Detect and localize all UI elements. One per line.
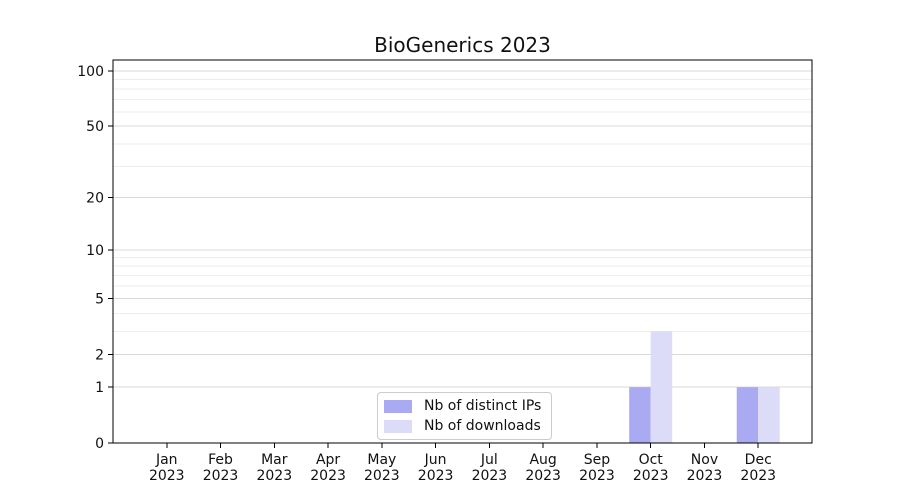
y-tick-label: 100 [77,64,104,80]
y-tick-label: 5 [95,292,104,308]
y-tick-label: 50 [86,119,104,135]
x-tick-label-year: 2023 [418,468,454,484]
bar-distinct-ips-dec [736,387,759,443]
x-tick-label-month: Jun [424,452,447,468]
x-tick-label-year: 2023 [203,468,239,484]
legend-label-distinct-ips: Nb of distinct IPs [424,398,542,414]
legend-label-downloads: Nb of downloads [424,418,541,434]
x-tick-label-month: Jul [480,452,498,468]
x-tick-label-year: 2023 [149,468,185,484]
x-tick-label-year: 2023 [740,468,776,484]
x-tick-label-year: 2023 [579,468,615,484]
x-tick-label-month: Sep [584,452,611,468]
bar-downloads-oct [650,331,673,443]
x-tick-label-year: 2023 [256,468,292,484]
x-tick-label-month: Feb [208,452,233,468]
legend: Nb of distinct IPs Nb of downloads [377,392,553,440]
x-tick-label-month: Mar [261,452,288,468]
legend-item-downloads: Nb of downloads [384,419,541,433]
legend-item-distinct-ips: Nb of distinct IPs [384,399,541,413]
x-tick-label-year: 2023 [633,468,669,484]
x-tick-label-month: Aug [529,452,556,468]
x-tick-label-month: May [367,452,396,468]
x-tick-label-year: 2023 [310,468,346,484]
y-tick-label: 2 [95,347,104,363]
x-tick-label-year: 2023 [472,468,508,484]
x-tick-label-month: Oct [639,452,664,468]
legend-swatch-distinct-ips [384,399,412,413]
x-tick-label-month: Apr [316,452,340,468]
x-tick-label-month: Dec [745,452,772,468]
x-tick-label-month: Nov [691,452,718,468]
bar-distinct-ips-oct [629,387,651,443]
chart-title: BioGenerics 2023 [374,33,551,57]
y-tick-label: 20 [86,191,104,207]
y-tick-label: 0 [95,436,104,452]
y-tick-label: 10 [86,243,104,259]
legend-swatch-downloads [384,419,412,433]
x-tick-label-year: 2023 [364,468,400,484]
plot-frame [112,59,813,444]
x-tick-label-year: 2023 [687,468,723,484]
x-tick-label-month: Jan [155,452,178,468]
x-tick-label-year: 2023 [525,468,561,484]
y-tick-label: 1 [95,380,104,396]
bar-downloads-dec [758,387,780,443]
